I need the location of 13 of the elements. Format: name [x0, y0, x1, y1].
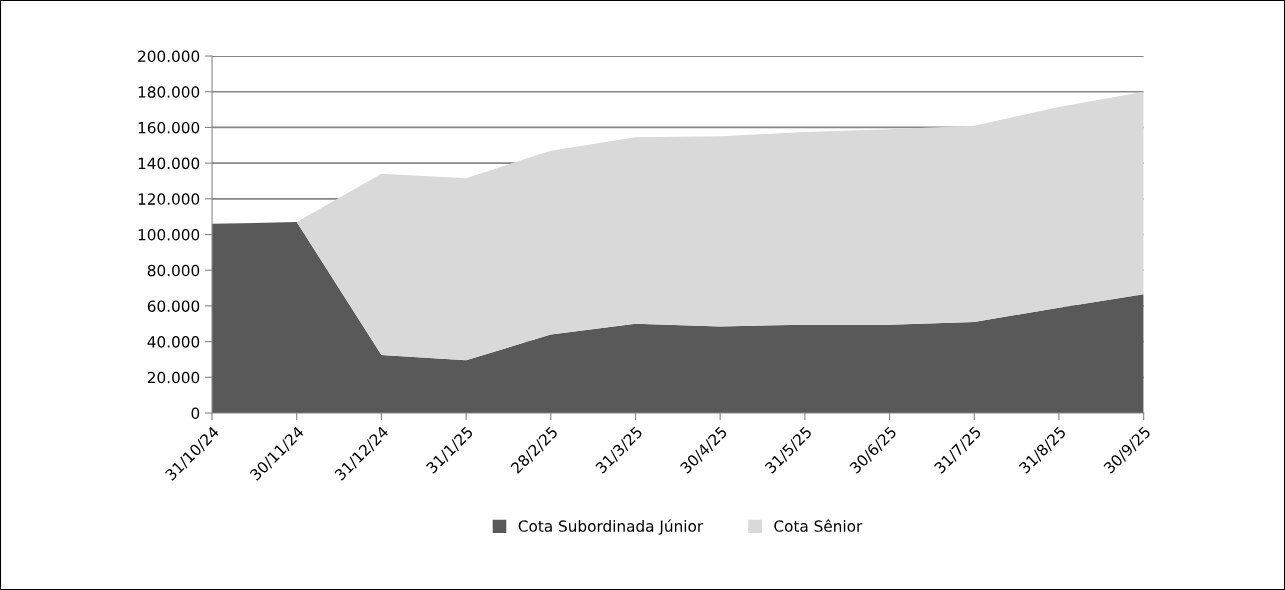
y-tick-label: 40.000: [147, 336, 200, 348]
legend-label: Cota Subordinada Júnior: [518, 519, 704, 535]
y-tick-label: 180.000: [138, 86, 200, 98]
y-tick-label: 0: [191, 407, 200, 420]
y-tick-label: 160.000: [138, 121, 200, 134]
y-tick-label: 140.000: [138, 157, 200, 170]
legend-label: Cota Sênior: [774, 519, 863, 532]
y-tick-label: 60.000: [147, 300, 200, 312]
y-tick-label: 80.000: [147, 264, 200, 277]
y-tick-label: 120.000: [138, 193, 200, 205]
y-tick-label: 100.000: [138, 228, 200, 241]
y-tick-label: 200.000: [138, 50, 200, 63]
y-tick-label: 20.000: [147, 371, 200, 384]
